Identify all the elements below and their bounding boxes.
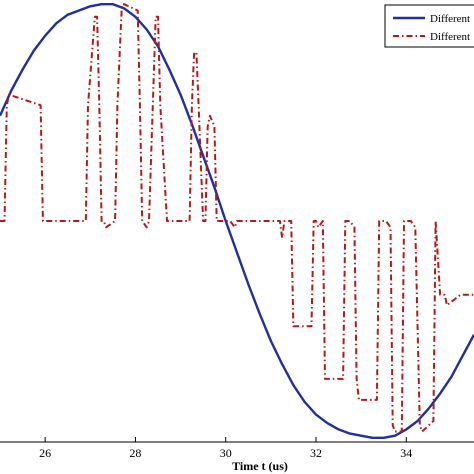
x-tick-label-26: 26 — [39, 446, 51, 460]
series-line-1 — [0, 3, 474, 439]
series-layer — [0, 3, 474, 439]
x-tick-label-28: 28 — [129, 446, 141, 460]
legend-box — [384, 4, 474, 48]
x-tick-label-34: 34 — [400, 446, 412, 460]
x-axis: 26 28 30 32 34 — [0, 437, 474, 460]
x-axis-label: Time t (us) — [232, 459, 288, 473]
x-tick-label-32: 32 — [310, 446, 322, 460]
legend: Different Different — [384, 4, 474, 48]
x-tick-label-30: 30 — [220, 446, 232, 460]
series-line-2 — [0, 3, 474, 433]
legend-label-series-2: Different — [430, 31, 470, 43]
legend-label-series-1: Different — [430, 13, 470, 25]
